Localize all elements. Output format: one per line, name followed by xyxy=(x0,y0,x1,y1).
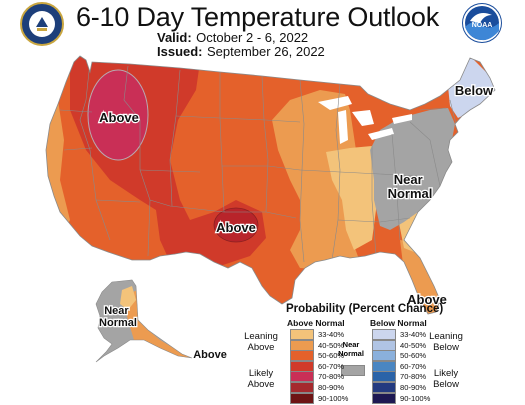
commerce-seal-icon xyxy=(20,2,64,46)
legend-below-row-3: 60-70% xyxy=(372,360,427,372)
legend-near-normal-swatch xyxy=(341,365,365,376)
region-labels: Above Above Below Near Normal Above Near… xyxy=(98,82,495,363)
legend-below-swatch-label: 90-100% xyxy=(400,393,431,403)
legend-below-row-2: 50-60% xyxy=(372,350,427,362)
legend-below-swatch-label: 70-80% xyxy=(400,372,427,382)
great-lakes xyxy=(318,96,412,144)
legend-below-row-5: 80-90% xyxy=(372,382,426,393)
issued-date-row: Issued: September 26, 2022 xyxy=(157,43,325,61)
legend-below-row-4: 70-80% xyxy=(372,371,427,383)
label-east-near-normal: Near Normal xyxy=(388,172,433,201)
legend-above-swatch-label: 40-50% xyxy=(318,340,345,350)
valid-date-row: Valid: October 2 - 6, 2022 xyxy=(157,29,308,47)
legend-below-swatch xyxy=(372,339,396,351)
legend-below-swatch xyxy=(372,371,396,383)
noaa-logo-text: NOAA xyxy=(472,22,493,29)
legend-above-row-3: 60-70% xyxy=(290,360,345,372)
legend-leaning-above: Leaning Above xyxy=(244,331,278,353)
above-70-80-texas xyxy=(213,207,259,243)
above-40-50-east xyxy=(272,90,360,270)
above-70-80-west xyxy=(87,69,149,161)
valid-label: Valid: xyxy=(157,30,192,45)
legend-likely-above: Likely Above xyxy=(247,368,275,390)
legend-above-row-2: 50-60% xyxy=(290,350,345,362)
legend-title: Probability (Percent Chance) xyxy=(286,303,444,315)
legend-below-swatch-label: 60-70% xyxy=(400,361,427,371)
label-alaska-near: Near xyxy=(104,305,129,317)
label-alaska-near-normal: Near Normal xyxy=(99,305,137,329)
label-west-above: Above xyxy=(99,110,139,125)
legend-below-swatch xyxy=(372,392,396,404)
legend-above-swatch xyxy=(290,350,314,362)
label-texas-above: Above xyxy=(216,220,256,235)
legend-above-swatch xyxy=(290,392,314,404)
legend-above-header: Above Normal xyxy=(287,318,345,328)
legend-above-swatch-label: 70-80% xyxy=(318,372,345,382)
legend-above-swatch xyxy=(290,371,314,383)
legend-below-row-1: 40-50% xyxy=(372,339,427,351)
legend-below-swatch xyxy=(372,329,396,340)
legend-above-swatch xyxy=(290,360,314,372)
legend-leaning-below: Leaning Below xyxy=(429,331,463,353)
legend-below-swatch xyxy=(372,382,396,393)
noaa-logo-icon: NOAA xyxy=(462,3,502,43)
label-alaska-above: Above xyxy=(193,349,227,361)
legend-below-swatch-label: 80-90% xyxy=(400,383,427,392)
alaska-outline xyxy=(95,279,193,363)
legend-above-swatch-label: 60-70% xyxy=(318,361,345,371)
legend-below-row-6: 90-100% xyxy=(372,392,431,404)
near-normal-east xyxy=(370,108,455,230)
legend-below-swatch xyxy=(372,360,396,372)
legend-above-swatch-label: 50-60% xyxy=(318,351,345,361)
legend-above-swatch xyxy=(290,339,314,351)
valid-date: October 2 - 6, 2022 xyxy=(196,30,309,45)
legend-above-swatch-label: 33-40% xyxy=(318,330,345,339)
legend-above-row-1: 40-50% xyxy=(290,339,345,351)
legend-above-swatch xyxy=(290,329,314,340)
legend-below-swatch-label: 50-60% xyxy=(400,351,427,361)
state-borders xyxy=(59,61,457,263)
issued-label: Issued: xyxy=(157,44,203,59)
legend-above-row-5: 80-90% xyxy=(290,382,344,393)
label-east-near: Near xyxy=(394,172,423,187)
label-east-normal: Normal xyxy=(388,186,433,201)
legend-likely-below: Likely Below xyxy=(433,368,459,390)
issued-date: September 26, 2022 xyxy=(206,44,325,59)
label-northeast-below: Below xyxy=(455,83,494,98)
legend-near-normal-label: Near Normal xyxy=(338,340,364,358)
legend-above-swatch-label: 80-90% xyxy=(318,383,345,392)
legend-below-header: Below Normal xyxy=(370,318,427,328)
legend-below-swatch-label: 33-40% xyxy=(400,330,427,339)
conus-outline xyxy=(45,55,496,315)
legend-below-swatch xyxy=(372,350,396,362)
legend-above-row-0: 33-40% xyxy=(290,329,344,340)
legend-below-swatch-label: 40-50% xyxy=(400,340,427,350)
page-title: 6-10 Day Temperature Outlook xyxy=(75,2,440,32)
legend-below-row-0: 33-40% xyxy=(372,329,426,340)
legend-above-swatch xyxy=(290,382,314,393)
legend-above-swatch-label: 90-100% xyxy=(318,393,349,403)
label-alaska-normal: Normal xyxy=(99,317,137,329)
legend-above-row-6: 90-100% xyxy=(290,392,349,404)
label-florida-above: Above xyxy=(407,292,447,307)
legend-above-row-4: 70-80% xyxy=(290,371,345,383)
